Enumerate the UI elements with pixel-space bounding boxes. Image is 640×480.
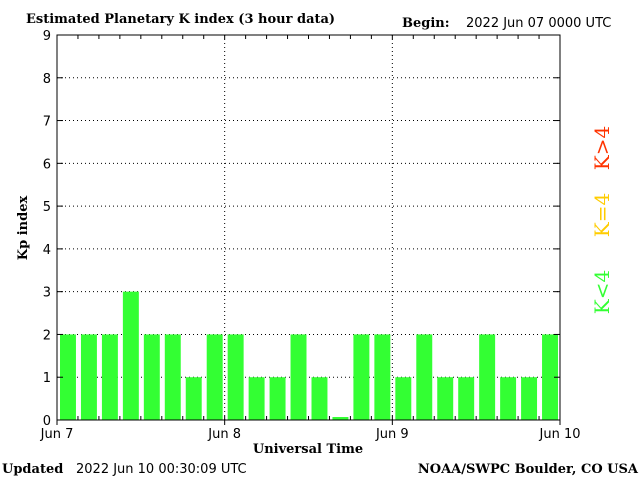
- kp-bar: [185, 377, 202, 420]
- updated-label: Updated: [2, 462, 63, 477]
- kp-bar: [458, 377, 475, 420]
- x-tick-label: Jun 7: [40, 427, 74, 442]
- y-tick-label: 1: [43, 371, 51, 386]
- y-tick-label: 0: [43, 414, 51, 429]
- kp-bar: [500, 377, 517, 420]
- kp-bar: [269, 377, 286, 420]
- kp-bar: [521, 377, 538, 420]
- kp-bar: [290, 334, 307, 420]
- legend: K<4 K=4 K>4: [590, 126, 614, 314]
- legend-low: K<4: [590, 270, 614, 314]
- x-tick-label: Jun 9: [375, 427, 409, 442]
- kp-bar: [437, 377, 454, 420]
- kp-bar: [60, 334, 76, 420]
- x-tick-label: Jun 8: [207, 427, 241, 442]
- source-credit: NOAA/SWPC Boulder, CO USA: [418, 462, 639, 477]
- chart-title: Estimated Planetary K index (3 hour data…: [26, 12, 335, 27]
- y-tick-label: 5: [43, 200, 51, 215]
- y-tick-label: 7: [43, 115, 51, 130]
- kp-bar: [248, 377, 265, 420]
- kp-bar: [101, 334, 118, 420]
- y-tick-label: 4: [43, 243, 51, 258]
- kp-bar: [542, 334, 558, 420]
- kp-bar: [227, 334, 244, 420]
- kp-bar: [479, 334, 496, 420]
- kp-bar: [164, 334, 181, 420]
- x-axis-label: Universal Time: [253, 442, 363, 457]
- legend-high: K>4: [590, 126, 614, 170]
- kp-bar: [122, 291, 139, 420]
- kp-bar: [332, 417, 349, 420]
- y-tick-label: 8: [43, 72, 51, 87]
- y-axis-label: Kp index: [16, 196, 31, 261]
- legend-mid: K=4: [590, 193, 614, 237]
- y-tick-label: 6: [43, 157, 51, 172]
- begin-label: Begin:: [402, 16, 450, 31]
- kp-bar: [416, 334, 433, 420]
- kp-bar: [374, 334, 391, 420]
- kp-bar: [353, 334, 370, 420]
- y-tick-label: 2: [43, 328, 51, 343]
- y-tick-label: 3: [43, 286, 51, 301]
- updated-value: 2022 Jun 10 00:30:09 UTC: [76, 462, 247, 477]
- plot-area: 0 1 2 3 4 5 6 7 8 9 Jun 7 Jun 8 Jun 9 Jun 10: [40, 29, 581, 442]
- x-tick-label: Jun 10: [539, 427, 581, 442]
- kp-bar: [80, 334, 97, 420]
- kp-bar: [206, 334, 223, 420]
- kp-bar: [395, 377, 412, 420]
- begin-value: 2022 Jun 07 0000 UTC: [466, 16, 611, 31]
- kp-bar: [311, 377, 328, 420]
- y-tick-label: 9: [43, 29, 51, 44]
- kp-bar: [143, 334, 160, 420]
